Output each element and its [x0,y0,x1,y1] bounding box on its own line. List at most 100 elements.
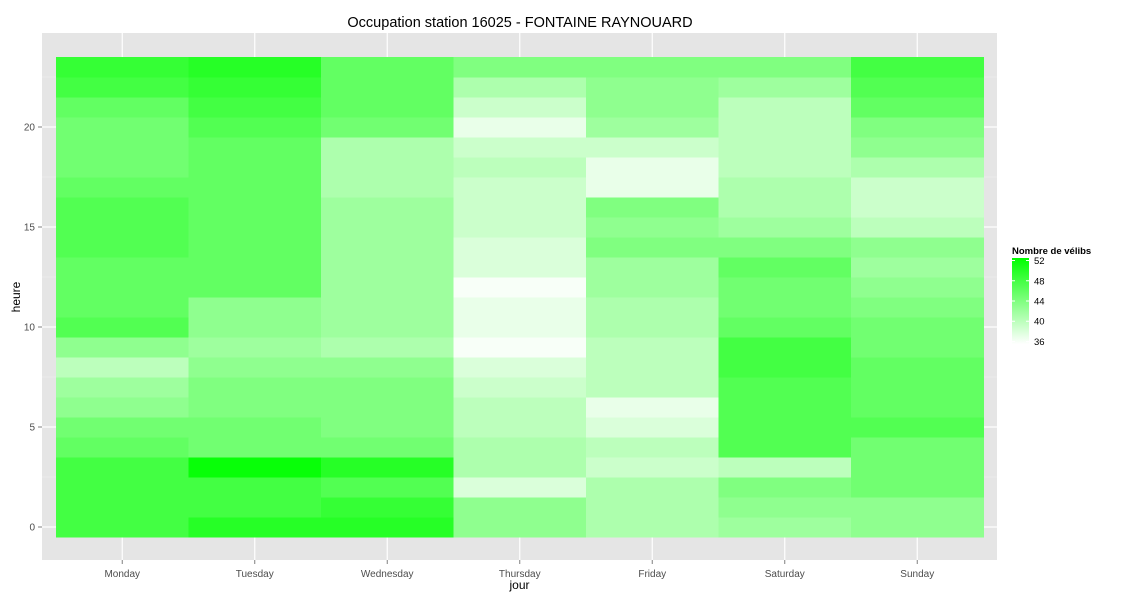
heatmap-cell [718,177,852,198]
heatmap-cell [586,477,719,498]
y-tick-label: 20 [24,123,36,134]
heatmap-cell [321,477,454,498]
heatmap-cell [718,117,852,138]
heatmap-cell [56,177,189,198]
heatmap-cell [851,277,984,298]
heatmap-cell [188,257,322,278]
heatmap-cell [56,277,189,298]
heatmap-cell [56,257,189,278]
heatmap-cell [188,117,322,138]
heatmap-cell [453,117,587,138]
heatmap-cell [718,517,852,538]
heatmap-cell [586,137,719,158]
chart-title: Occupation station 16025 - FONTAINE RAYN… [347,15,693,31]
x-tick-label: Tuesday [236,569,274,580]
legend-tick-label: 52 [1034,256,1045,267]
heatmap-cell [453,517,587,538]
heatmap-cell [851,457,984,478]
heatmap-cell [321,397,454,418]
heatmap-cell [453,337,587,358]
heatmap-cell [586,117,719,138]
heatmap-cell [718,317,852,338]
heatmap-cell [321,277,454,298]
heatmap-cell [851,177,984,198]
heatmap-cell [56,137,189,158]
heatmap-cell [718,337,852,358]
heatmap-cell [453,377,587,398]
heatmap-cell [718,297,852,318]
heatmap-cell [56,217,189,238]
heatmap-cell [453,217,587,238]
heatmap-cell [321,377,454,398]
heatmap-cell [56,397,189,418]
heatmap-cell [321,417,454,438]
heatmap-cell [321,57,454,78]
heatmap-cell [321,157,454,178]
heatmap-cell [453,177,587,198]
heatmap-cell [453,357,587,378]
heatmap-cell [718,77,852,98]
heatmap-cell [321,77,454,98]
y-tick-label: 15 [24,223,36,234]
heatmap-cell [718,157,852,178]
heatmap-cell [586,457,719,478]
heatmap-cell [851,237,984,258]
heatmap-cell [586,437,719,458]
heatmap-cell [56,157,189,178]
heatmap-cell [188,77,322,98]
heatmap-cell [321,457,454,478]
heatmap-cell [718,457,852,478]
legend-ticks: 52 48 44 40 36 [1012,256,1045,348]
heatmap-cell [718,357,852,378]
y-axis: 0 5 10 15 20 [24,123,42,534]
heatmap-cell [321,517,454,538]
heatmap-cell [56,497,189,518]
y-axis-title: heure [9,281,23,312]
heatmap-cell [453,297,587,318]
x-tick-label: Wednesday [361,569,414,580]
heatmap-cell [851,397,984,418]
heatmap-cell [453,457,587,478]
heatmap-cell [56,57,189,78]
heatmap-cell [188,437,322,458]
heatmap-cell [586,497,719,518]
heatmap-cell [56,457,189,478]
heatmap-cell [188,137,322,158]
heatmap-cell [321,217,454,238]
heatmap-cell [851,497,984,518]
heatmap-cell [453,397,587,418]
heatmap-cell [718,197,852,218]
heatmap-cell [56,477,189,498]
heatmap-cell [56,417,189,438]
heatmap-cell [851,417,984,438]
heatmap-cell [453,277,587,298]
heatmap-cell [56,437,189,458]
heatmap-cell [188,337,322,358]
heatmap-cell [188,497,322,518]
heatmap-cells [56,57,984,538]
heatmap-cell [453,197,587,218]
heatmap-cell [56,317,189,338]
heatmap-cell [188,477,322,498]
heatmap-cell [321,197,454,218]
heatmap-cell [188,237,322,258]
heatmap-cell [851,257,984,278]
heatmap-cell [56,357,189,378]
x-tick-label: Thursday [499,569,541,580]
heatmap-cell [586,197,719,218]
x-tick-label: Monday [104,569,140,580]
heatmap-cell [586,317,719,338]
heatmap-cell [586,217,719,238]
heatmap-cell [453,417,587,438]
heatmap-cell [56,197,189,218]
heatmap-cell [851,197,984,218]
heatmap-cell [188,517,322,538]
heatmap-cell [321,137,454,158]
heatmap-cell [453,497,587,518]
heatmap-cell [851,117,984,138]
heatmap-cell [56,117,189,138]
heatmap-cell [718,397,852,418]
heatmap-cell [851,517,984,538]
heatmap-cell [718,277,852,298]
heatmap-cell [718,137,852,158]
